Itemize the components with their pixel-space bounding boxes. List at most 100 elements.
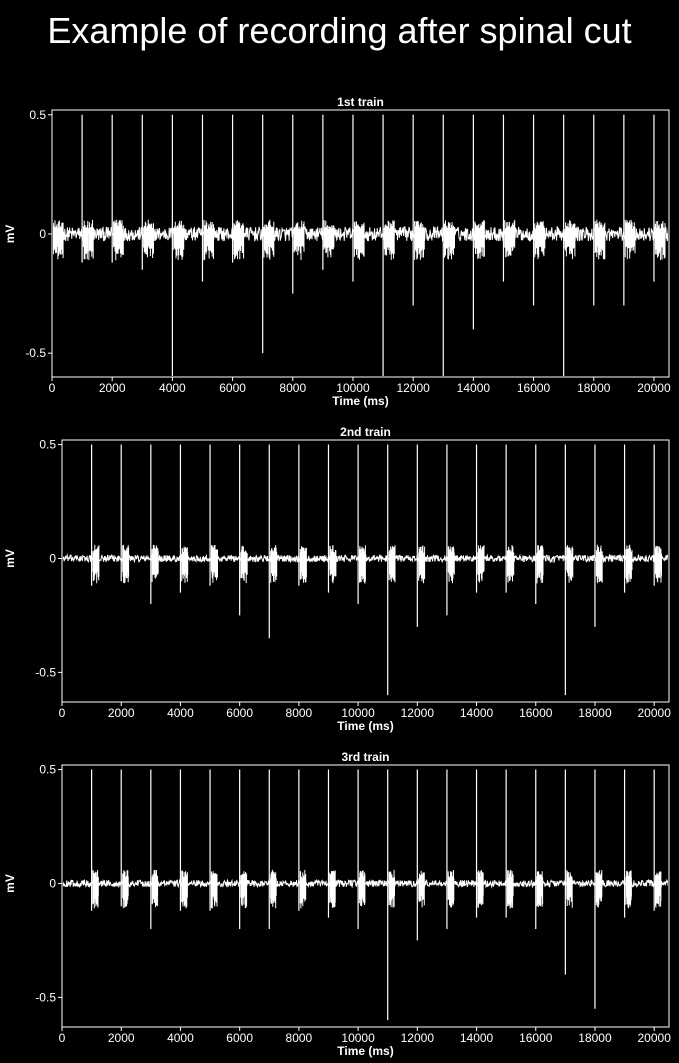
response-burst [655,545,662,583]
x-tick-label: 4000 [167,706,194,720]
response-burst [564,220,576,260]
y-tick-label: -0.5 [25,346,46,360]
response-burst [122,870,129,909]
response-burst [143,219,154,258]
response-burst [270,869,277,909]
response-burst [506,545,515,583]
response-burst [92,870,99,909]
response-burst [566,545,574,583]
response-burst [625,870,632,909]
response-burst [329,545,337,584]
response-burst [595,870,603,908]
panel-2nd-train: 2nd train 0 2000 4000 6000 8000 10000 12000 1400… [3,425,671,733]
response-burst [594,219,606,260]
x-tick-label: 16000 [519,706,553,720]
x-tick-label: 16000 [519,1031,553,1045]
x-tick-label: 8000 [286,1031,313,1045]
response-burst [504,219,516,258]
response-burst [181,870,188,909]
response-burst [474,220,485,259]
chart-title: 3rd train [341,750,389,764]
x-tick-label: 0 [59,1031,66,1045]
response-burst [53,220,64,260]
response-burst [203,220,214,261]
response-burst [654,221,666,261]
x-tick-label: 14000 [460,1031,494,1045]
x-tick-label: 12000 [396,381,430,395]
response-burst [506,869,514,909]
y-tick-label: 0.5 [39,763,56,777]
x-axis-label: Time (ms) [337,1044,393,1058]
response-burst [323,220,335,258]
response-burst [477,545,485,583]
response-burst [358,870,366,907]
response-burst [233,220,245,260]
response-burst [447,546,455,584]
response-burst [151,544,159,582]
response-burst [299,869,307,909]
panel-3rd-train: 3rd train 0 2000 4000 6000 8000 10000 12000 1400… [3,750,672,1058]
response-burst [447,870,455,908]
x-tick-label: 10000 [341,1031,375,1045]
response-burst [536,545,544,584]
x-tick-label: 14000 [457,381,491,395]
response-burst [536,871,544,907]
response-burst [655,871,662,908]
x-tick-label: 10000 [341,706,375,720]
response-burst [595,544,603,584]
response-burst [293,220,305,260]
response-burst [181,546,189,583]
response-burst [444,220,455,260]
x-tick-label: 0 [49,381,56,395]
response-burst [210,871,218,909]
x-tick-label: 10000 [336,381,370,395]
chart-title: 2nd train [340,425,391,439]
plot-frame [61,439,670,703]
x-tick-label: 2000 [99,381,126,395]
response-burst [173,220,185,260]
x-tick-label: 20000 [637,381,671,395]
response-burst [388,545,396,583]
panel-1st-train: 1st train 0 2000 4000 6000 8000 10000 12000 1400… [3,95,671,408]
x-axis-label: Time (ms) [332,394,388,408]
response-burst [210,545,218,583]
y-tick-label: 0 [39,227,46,241]
response-burst [240,545,248,584]
x-tick-label: 2000 [108,1031,135,1045]
response-burst [263,219,275,260]
response-burst [353,221,365,260]
x-tick-label: 18000 [578,706,612,720]
y-tick-label: 0.5 [29,108,46,122]
response-burst [625,544,633,584]
x-tick-label: 12000 [401,1031,435,1045]
x-axis-label: Time (ms) [337,719,393,733]
x-tick-label: 4000 [167,1031,194,1045]
y-tick-label: -0.5 [35,665,56,679]
response-burst [418,545,426,584]
y-axis-label: mV [3,874,17,893]
x-tick-label: 4000 [159,381,186,395]
x-tick-label: 6000 [219,381,246,395]
x-tick-label: 18000 [578,1031,612,1045]
x-tick-label: 14000 [460,706,494,720]
x-tick-label: 6000 [226,706,253,720]
response-burst [82,219,94,260]
y-tick-label: 0 [49,551,56,565]
response-burst [151,869,159,908]
response-burst [477,869,484,908]
response-burst [624,219,636,260]
response-burst [92,544,100,584]
response-burst [270,545,278,583]
x-tick-label: 12000 [401,706,435,720]
x-tick-label: 18000 [577,381,611,395]
y-tick-label: -0.5 [35,990,56,1004]
x-tick-label: 20000 [638,1031,672,1045]
page-title: Example of recording after spinal cut [47,10,632,51]
y-axis-label: mV [3,225,17,244]
response-burst [113,219,124,261]
response-burst [383,220,395,260]
y-tick-label: 0.5 [39,438,56,452]
response-burst [299,546,307,583]
x-tick-label: 2000 [108,706,135,720]
response-burst [414,221,425,260]
